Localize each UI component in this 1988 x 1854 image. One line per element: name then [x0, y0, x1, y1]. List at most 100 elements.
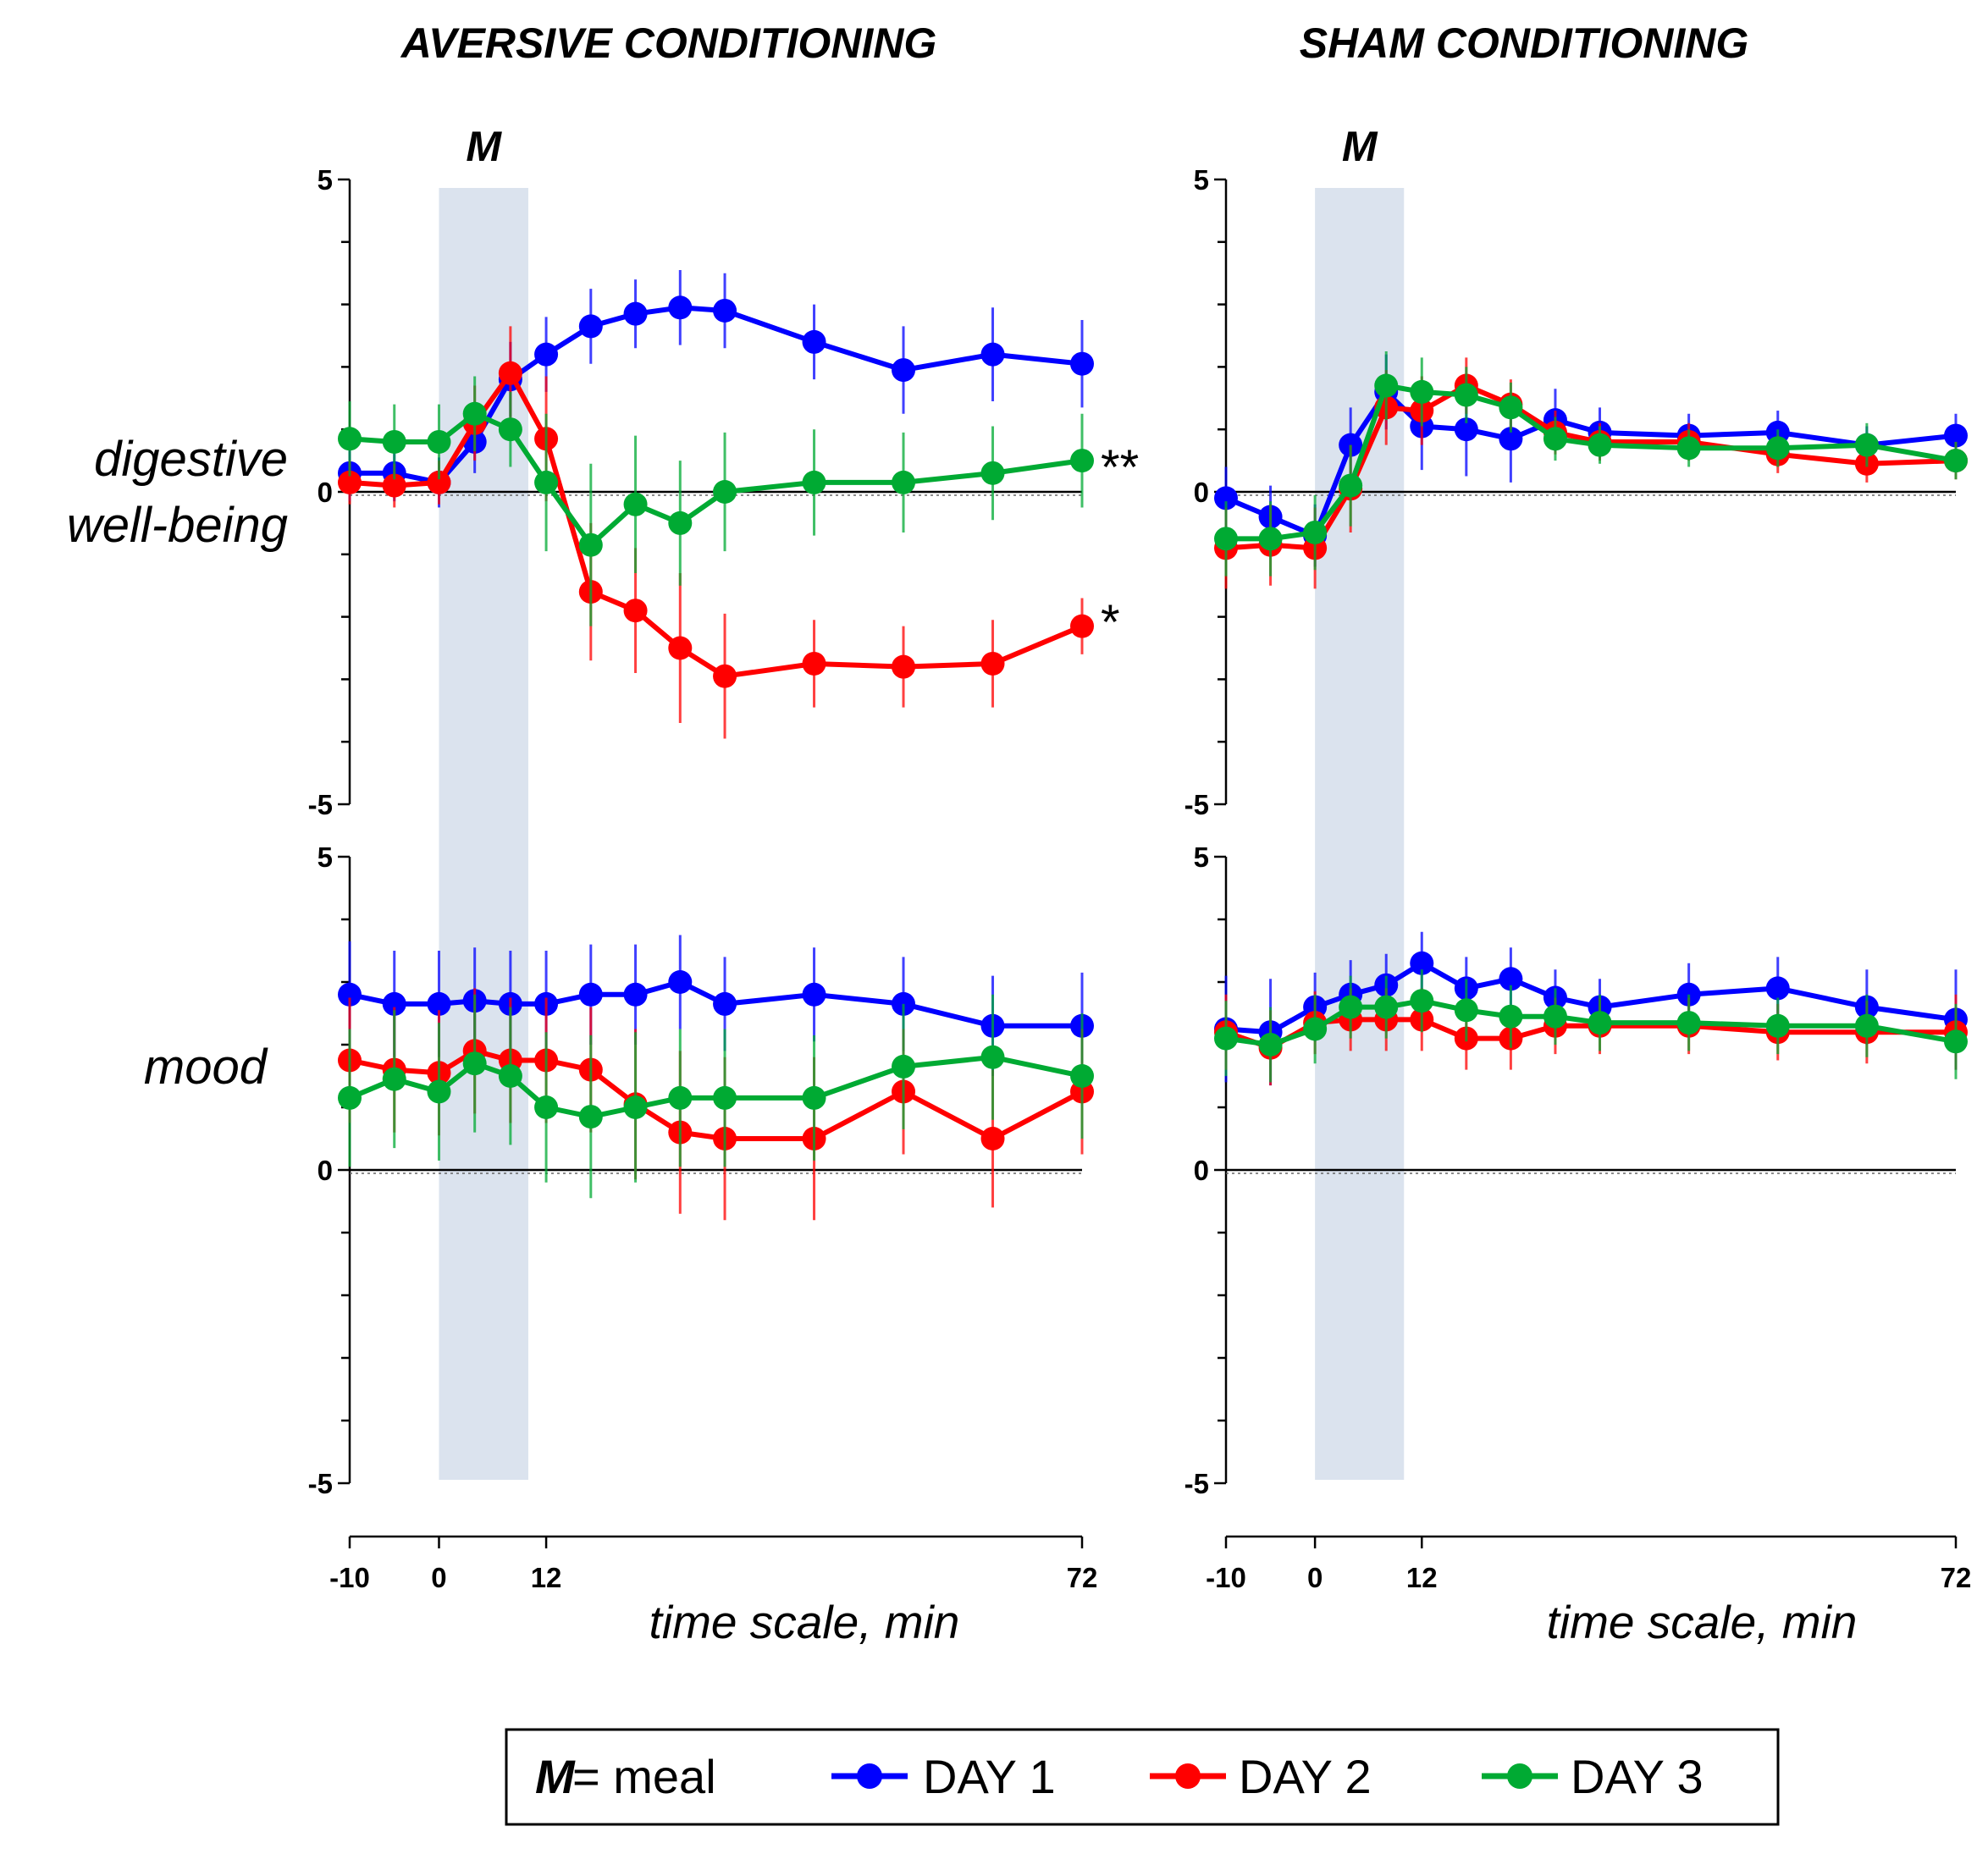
panel-3-data-point [382, 991, 406, 1016]
panel-4-data-point [1765, 976, 1790, 1001]
legend-day3-marker [1507, 1763, 1532, 1789]
panel-1-data-point [980, 651, 1005, 676]
legend-day2-marker [1175, 1763, 1201, 1789]
panel-4-y-tick-label: 0 [1194, 1155, 1209, 1186]
x-axis-sham-tick-label: 0 [1307, 1562, 1323, 1593]
panel-3-y-tick-label: 5 [318, 841, 333, 873]
x-axis-sham-tick-label: 72 [1941, 1562, 1972, 1593]
series-layer [338, 270, 1968, 1221]
meal-marker-aversive: M [466, 123, 502, 170]
panel-2-data-point [1543, 427, 1567, 451]
panel-3-data-point [462, 1051, 487, 1076]
panel-1-data-point [713, 480, 737, 504]
panel-2-data-point [1944, 423, 1968, 448]
panel-3-data-point [623, 1095, 648, 1119]
legend-day1-label: DAY 1 [923, 1750, 1056, 1803]
panel-1-data-point [427, 429, 451, 454]
panel-4-y-tick-label: 5 [1194, 841, 1209, 873]
panel-3-data-point [802, 982, 826, 1007]
panel-1-data-point [713, 298, 737, 323]
row-label-digestive-line1: digestive [94, 432, 288, 487]
panel-1-data-point [892, 358, 916, 383]
panel-2-data-point [1258, 527, 1283, 551]
panel-3-y-tick-label: 0 [318, 1155, 333, 1186]
significance-marker-day3: ** [1101, 440, 1139, 495]
panel-4-y-tick-label: -5 [1185, 1468, 1209, 1499]
panel-3-y-tick-label: -5 [308, 1468, 333, 1499]
panel-4-data-point [1854, 1013, 1879, 1038]
panel-2-data-point [1454, 383, 1478, 407]
legend-box [505, 1728, 1780, 1826]
x-axis-aversive-tick-label: -10 [329, 1562, 370, 1593]
panel-2-data-point [1944, 449, 1968, 473]
legend-day2-label: DAY 2 [1239, 1750, 1372, 1803]
panel-4-data-point [1499, 1004, 1523, 1029]
legend-day3-label: DAY 3 [1571, 1750, 1704, 1803]
panel-1-y-tick-label: 0 [318, 477, 333, 508]
panel-4-data-point [1944, 1029, 1968, 1054]
panel-3-data-point [498, 1064, 522, 1088]
panel-4-data-point [1499, 967, 1523, 991]
panel-1-data-point [427, 470, 451, 494]
panel-1-data-point [1070, 614, 1094, 638]
panel-1-data-point [623, 492, 648, 516]
panel-1-data-point [382, 473, 406, 498]
panel-3-data-point [713, 991, 737, 1016]
panel-3-series-day3 [338, 994, 1094, 1199]
panel-1-data-point [623, 599, 648, 623]
legend-meal-text: = meal [572, 1750, 716, 1803]
panel-4-data-point [1303, 1017, 1328, 1041]
panel-1-data-point [498, 417, 522, 442]
panel-3-data-point [1070, 1064, 1094, 1088]
panel-1-data-point [338, 470, 362, 494]
panel-1-data-point [534, 470, 559, 494]
panel-3-data-point [668, 1085, 693, 1110]
panel-2-data-point [1214, 486, 1238, 510]
x-axis-aversive-tick-label: 0 [431, 1562, 446, 1593]
panel-1-series-day3 [338, 376, 1094, 626]
panel-4-data-point [1410, 989, 1434, 1013]
legend: M = meal DAY 1 DAY 2 DAY 3 [505, 1728, 1780, 1826]
x-axis-aversive-tick-label: 12 [531, 1562, 562, 1593]
panel-4-series-day3 [1214, 969, 1968, 1083]
panel-1-data-point [534, 342, 559, 367]
panel-4-data-point [1258, 1033, 1283, 1057]
panel-4-data-point [1676, 1011, 1701, 1035]
panel-2-data-point [1588, 433, 1612, 457]
axes-layer: -5 0 5 -5 0 5 -5 0 5 -5 0 5 [308, 164, 1956, 1499]
panel-1-data-point [462, 401, 487, 426]
panel-1-data-point [980, 461, 1005, 485]
panel-1-data-point [668, 510, 693, 535]
panel-4-data-point [1339, 995, 1363, 1019]
panel-3-data-point [427, 991, 451, 1016]
panel-4-data-point [1543, 1004, 1567, 1029]
panel-2-data-point [1339, 473, 1363, 498]
panel-4-data-point [1454, 998, 1478, 1023]
x-axis-sham-tick-label: -10 [1206, 1562, 1246, 1593]
panel-4-data-point [1588, 1011, 1612, 1035]
panel-1-data-point [338, 427, 362, 451]
panel-3-data-point [578, 1105, 603, 1129]
panel-2-data-point [1410, 379, 1434, 404]
x-axis-layer: -10 0 12 72 -10 0 12 72 [329, 1535, 1972, 1593]
row-label-mood: mood [144, 1040, 268, 1095]
panel-1-data-point [802, 470, 826, 494]
panel-1-data-point [382, 429, 406, 454]
x-axis-label-aversive: time scale, min [649, 1596, 960, 1648]
panel-1-data-point [668, 636, 693, 660]
panel-1-data-point [713, 664, 737, 688]
panel-2-data-point [1499, 395, 1523, 420]
panel-1-data-point [498, 361, 522, 385]
panel-3-data-point [892, 1054, 916, 1079]
legend-day1-marker [857, 1763, 882, 1789]
panel-2-data-point [1303, 520, 1328, 544]
panel-3-data-point [578, 982, 603, 1007]
panel-1-data-point [892, 470, 916, 494]
panel-4-data-point [1214, 1026, 1238, 1051]
panel-3-data-point [668, 970, 693, 994]
panel-4-data-point [1374, 995, 1399, 1019]
panel-2-data-point [1499, 427, 1523, 451]
panel-1-data-point [578, 532, 603, 557]
panel-2-series-day3 [1214, 350, 1968, 577]
